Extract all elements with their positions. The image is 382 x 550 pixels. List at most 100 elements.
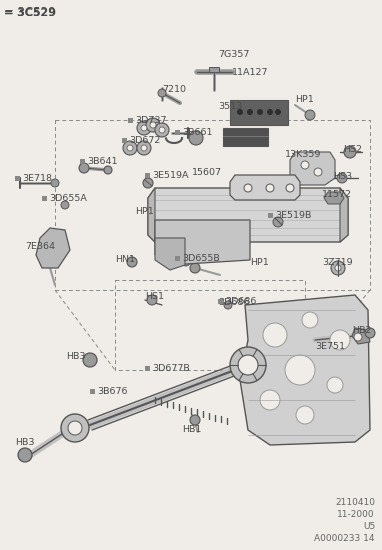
Bar [42, 196, 47, 201]
Circle shape [314, 168, 322, 176]
Circle shape [365, 328, 375, 338]
Circle shape [266, 184, 274, 192]
Circle shape [331, 261, 345, 275]
Circle shape [190, 263, 200, 273]
Text: 3D655B: 3D655B [182, 254, 220, 263]
Polygon shape [148, 188, 155, 242]
Text: 3D686: 3D686 [218, 298, 249, 307]
Polygon shape [36, 228, 70, 268]
Circle shape [189, 131, 203, 145]
Bar [80, 159, 85, 164]
Polygon shape [324, 192, 344, 204]
Text: HP1: HP1 [295, 95, 314, 104]
Circle shape [146, 118, 160, 132]
Circle shape [263, 323, 287, 347]
Polygon shape [155, 238, 185, 270]
Text: 3E519B: 3E519B [275, 211, 311, 220]
Text: = 3C529: = 3C529 [4, 8, 56, 18]
Text: HB3: HB3 [15, 438, 34, 447]
Bar [268, 213, 273, 218]
Text: HN1: HN1 [115, 255, 135, 264]
Text: HB2: HB2 [352, 326, 371, 335]
Bar [175, 130, 180, 135]
Circle shape [143, 178, 153, 188]
Text: 7G357: 7G357 [218, 50, 249, 59]
Circle shape [141, 125, 147, 131]
Text: 7E364: 7E364 [25, 242, 55, 251]
Circle shape [344, 146, 356, 158]
Text: 3D672: 3D672 [129, 136, 160, 145]
Circle shape [18, 448, 32, 462]
Circle shape [127, 257, 137, 267]
Circle shape [286, 184, 294, 192]
Bar [122, 138, 127, 143]
Circle shape [337, 173, 347, 183]
Bar [175, 256, 180, 261]
Circle shape [137, 141, 151, 155]
Text: 11-2000: 11-2000 [337, 510, 375, 519]
Circle shape [224, 301, 232, 309]
Text: 7210: 7210 [162, 85, 186, 94]
Bar [223, 128, 268, 146]
Text: 11572: 11572 [322, 190, 352, 199]
Circle shape [190, 415, 200, 425]
Text: 3D677B: 3D677B [152, 364, 190, 373]
Circle shape [147, 295, 157, 305]
Text: HP1: HP1 [250, 258, 269, 267]
Bar [218, 299, 223, 304]
Circle shape [273, 217, 283, 227]
Circle shape [248, 109, 253, 114]
Bar [209, 67, 219, 72]
Circle shape [61, 201, 69, 209]
Circle shape [296, 406, 314, 424]
Text: 3E718: 3E718 [22, 174, 52, 183]
Text: 3D737: 3D737 [135, 116, 167, 125]
Circle shape [354, 333, 362, 341]
Circle shape [238, 109, 243, 114]
Circle shape [150, 122, 156, 128]
Circle shape [137, 121, 151, 135]
Bar [128, 118, 133, 123]
Text: 3B661: 3B661 [182, 128, 212, 137]
Text: HS3: HS3 [333, 172, 352, 181]
Text: A0000233 14: A0000233 14 [314, 534, 375, 543]
Text: HB1: HB1 [182, 425, 201, 434]
Circle shape [127, 145, 133, 151]
Text: 13K359: 13K359 [285, 150, 321, 159]
Circle shape [182, 258, 190, 266]
Circle shape [123, 141, 137, 155]
Polygon shape [240, 295, 370, 445]
Circle shape [260, 390, 280, 410]
Bar [230, 100, 288, 125]
Circle shape [267, 109, 272, 114]
Circle shape [330, 330, 350, 350]
Circle shape [301, 161, 309, 169]
Circle shape [104, 166, 112, 174]
Text: 3D686: 3D686 [225, 296, 256, 305]
Text: HB3: HB3 [66, 352, 86, 361]
Circle shape [51, 179, 59, 187]
Text: 11A127: 11A127 [232, 68, 269, 77]
Circle shape [141, 145, 147, 151]
Polygon shape [230, 175, 300, 200]
Circle shape [305, 110, 315, 120]
Polygon shape [352, 328, 370, 344]
Circle shape [83, 353, 97, 367]
Text: 3513: 3513 [218, 102, 242, 111]
Circle shape [61, 414, 89, 442]
Text: 3B676: 3B676 [97, 387, 128, 396]
Circle shape [238, 355, 258, 375]
Polygon shape [148, 188, 348, 242]
Text: 3B641: 3B641 [87, 157, 118, 166]
Circle shape [158, 89, 166, 97]
Text: HP1: HP1 [135, 207, 154, 216]
Circle shape [335, 265, 341, 271]
Text: 2110410: 2110410 [335, 498, 375, 507]
Polygon shape [340, 188, 348, 242]
Circle shape [285, 355, 315, 385]
Circle shape [244, 184, 252, 192]
Circle shape [302, 312, 318, 328]
Circle shape [257, 109, 262, 114]
Text: 3Z719: 3Z719 [322, 258, 353, 267]
Circle shape [68, 421, 82, 435]
